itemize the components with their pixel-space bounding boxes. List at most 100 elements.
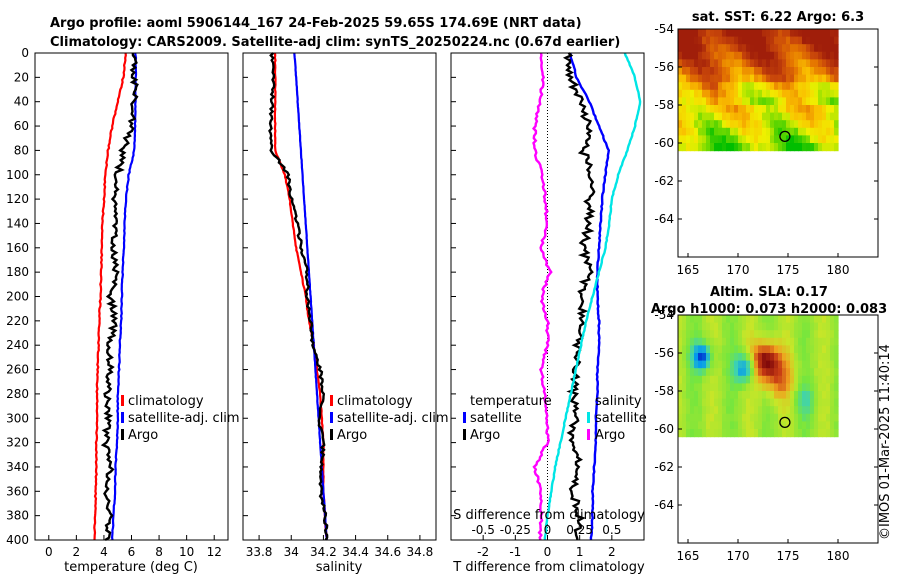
heatmap-cell (758, 74, 763, 83)
heatmap-cell (790, 143, 795, 152)
legend-s-satellite: satellite (595, 411, 647, 426)
heatmap-cell (762, 112, 767, 121)
heatmap-cell (818, 315, 823, 324)
heatmap-cell (790, 51, 795, 60)
heatmap-cell (758, 322, 763, 331)
salinity-panel: 33.8 34 34.2 34.4 34.6 34.8 salinity climatol… (242, 52, 449, 575)
heatmap-cell (802, 368, 807, 377)
heatmap-cell (742, 330, 747, 339)
heatmap-cell (766, 315, 771, 324)
heatmap-cell (794, 413, 799, 422)
heatmap-cell (770, 345, 775, 354)
heatmap-cell (686, 36, 691, 45)
heatmap-cell (698, 143, 703, 152)
heatmap-cell (758, 360, 763, 369)
heatmap-cell (786, 315, 791, 324)
heatmap-cell (698, 82, 703, 91)
heatmap-cell (830, 383, 835, 392)
heatmap-cell (774, 89, 779, 98)
heatmap-cell (802, 421, 807, 430)
heatmap-cell (806, 330, 811, 339)
heatmap-cell (766, 391, 771, 400)
heatmap-cell (790, 375, 795, 384)
heatmap-cell (766, 330, 771, 339)
heatmap-cell (802, 360, 807, 369)
heatmap-cell (750, 44, 755, 53)
heatmap-cell (730, 89, 735, 98)
heatmap-cell (710, 29, 715, 38)
heatmap-cell (810, 413, 815, 422)
heatmap-cell (694, 105, 699, 114)
heatmap-cell (790, 44, 795, 53)
heatmap-cell (682, 51, 687, 60)
heatmap-cell (714, 29, 719, 38)
heatmap-cell (806, 383, 811, 392)
heatmap-cell (690, 89, 695, 98)
heatmap-cell (790, 353, 795, 362)
heatmap-cell (726, 112, 731, 121)
heatmap-cell (814, 74, 819, 83)
heatmap-cell (734, 82, 739, 91)
heatmap-cell (754, 120, 759, 129)
y-tick-label: 240 (6, 338, 29, 352)
heatmap-cell (722, 360, 727, 369)
y-tick-label: 140 (6, 216, 29, 230)
heatmap-cell (806, 97, 811, 106)
legend-swatch-argo (330, 429, 333, 440)
heatmap-cell (790, 29, 795, 38)
heatmap-cell (766, 360, 771, 369)
heatmap-cell (758, 429, 763, 438)
heatmap-cell (730, 127, 735, 136)
heatmap-cell (726, 44, 731, 53)
heatmap-cell (690, 51, 695, 60)
heatmap-cell (722, 413, 727, 422)
heatmap-cell (778, 127, 783, 136)
heatmap-cell (806, 391, 811, 400)
heatmap-cell (750, 112, 755, 121)
heatmap-cell (834, 413, 839, 422)
heatmap-cell (782, 330, 787, 339)
heatmap-cell (826, 120, 831, 129)
heatmap-cell (798, 127, 803, 136)
heatmap-cell (738, 112, 743, 121)
legend-argo: Argo (337, 428, 367, 443)
heatmap-cell (746, 322, 751, 331)
heatmap-cell (822, 391, 827, 400)
heatmap-cell (782, 135, 787, 144)
heatmap-cell (742, 337, 747, 346)
x-tick-label: 175 (777, 549, 800, 563)
heatmap-cell (794, 82, 799, 91)
heatmap-cell (698, 97, 703, 106)
heatmap-cell (742, 135, 747, 144)
heatmap-cell (734, 421, 739, 430)
heatmap-cell (798, 398, 803, 407)
heatmap-cell (750, 429, 755, 438)
heatmap-cell (686, 44, 691, 53)
heatmap-cell (818, 112, 823, 121)
heatmap-cell (794, 330, 799, 339)
y-tick-label: 400 (6, 533, 29, 547)
heatmap-cell (762, 391, 767, 400)
heatmap-cell (686, 421, 691, 430)
heatmap-cell (782, 391, 787, 400)
heatmap-cell (794, 360, 799, 369)
heatmap-cell (778, 143, 783, 152)
heatmap-cell (826, 429, 831, 438)
heatmap-cell (778, 360, 783, 369)
heatmap-cell (746, 135, 751, 144)
temperature-tick-labels: 0 2 4 6 8 10 12 (45, 535, 222, 559)
heatmap-cell (718, 421, 723, 430)
heatmap-cell (822, 330, 827, 339)
heatmap-cell (814, 360, 819, 369)
heatmap-cell (714, 345, 719, 354)
heatmap-cell (802, 67, 807, 76)
heatmap-cell (770, 353, 775, 362)
heatmap-cell (778, 398, 783, 407)
heatmap-cell (806, 143, 811, 152)
heatmap-cell (746, 429, 751, 438)
y-tick-label: 80 (14, 143, 29, 157)
heatmap-cell (774, 368, 779, 377)
heatmap-cell (802, 89, 807, 98)
heatmap-cell (814, 353, 819, 362)
heatmap-cell (830, 82, 835, 91)
